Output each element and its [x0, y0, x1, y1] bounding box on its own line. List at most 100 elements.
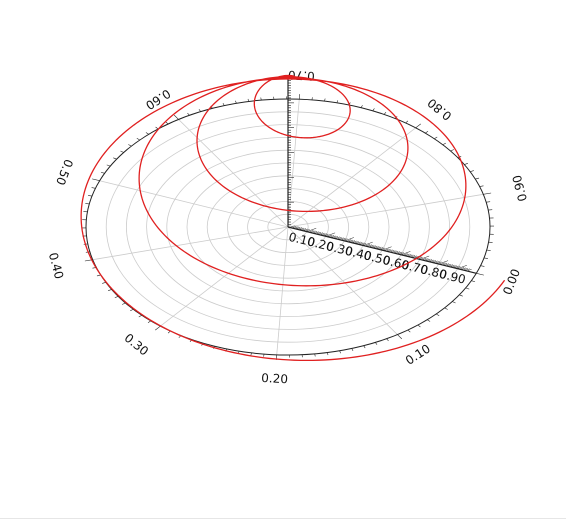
radial-tick — [400, 251, 411, 256]
radial-tick — [442, 263, 448, 266]
radial-tick — [314, 231, 320, 234]
radial-tick-label: 0.20 — [306, 234, 335, 254]
angular-tick-label: 0.40 — [46, 251, 66, 280]
angular-minor-tick — [260, 97, 262, 101]
angular-minor-tick — [324, 98, 326, 102]
radial-tick — [466, 269, 472, 272]
radial-tick — [451, 265, 457, 268]
angular-minor-tick — [434, 136, 438, 139]
radial-tick — [399, 252, 404, 255]
radial-tick — [417, 257, 423, 260]
radial-tick — [325, 232, 336, 237]
radial-tick — [459, 267, 465, 270]
radial-tick — [395, 251, 401, 254]
grid-spoke — [287, 226, 398, 335]
radial-tick — [344, 237, 354, 242]
radial-tick — [412, 255, 418, 258]
radial-tick — [461, 267, 467, 270]
radial-tick — [387, 249, 393, 252]
radial-tick — [331, 235, 337, 238]
radial-tick — [434, 261, 440, 264]
radial-tick — [348, 239, 354, 243]
radial-tick — [355, 241, 361, 244]
radial-tick — [380, 247, 386, 250]
angular-major-tick — [155, 325, 161, 331]
angular-minor-tick — [459, 294, 463, 297]
radial-tick — [295, 226, 301, 230]
grid-spoke — [287, 99, 300, 228]
vertical-axis — [287, 77, 294, 227]
angular-minor-tick — [138, 315, 142, 318]
radial-tick — [361, 243, 367, 246]
angular-minor-tick — [417, 324, 421, 328]
angular-minor-tick — [450, 149, 454, 152]
radial-tick — [357, 242, 363, 245]
radial-tick-label: 0.10 — [287, 230, 316, 250]
angular-minor-tick — [425, 130, 429, 134]
angular-minor-tick — [442, 142, 446, 145]
angular-tick-label: 0.20 — [261, 371, 288, 386]
bottom-divider — [0, 518, 566, 519]
angular-major-tick — [397, 334, 403, 340]
radial-tick — [340, 238, 346, 241]
angular-minor-tick — [383, 111, 387, 115]
radial-tick — [402, 253, 408, 256]
radial-tick — [321, 233, 327, 236]
angular-minor-tick — [465, 287, 470, 290]
radial-tick — [353, 241, 359, 244]
radial-tick — [427, 259, 433, 262]
angular-minor-tick — [339, 350, 341, 354]
angular-tick-label: 0.90 — [510, 174, 530, 203]
grid-spoke — [99, 180, 289, 228]
angular-minor-tick — [427, 319, 431, 322]
radial-tick — [376, 246, 382, 249]
angular-minor-tick — [147, 320, 151, 324]
angular-minor-tick — [479, 185, 484, 187]
angular-minor-tick — [128, 144, 132, 147]
angular-minor-tick — [235, 100, 237, 104]
radial-tick — [391, 250, 397, 253]
grid-spoke — [287, 127, 416, 228]
angular-minor-tick — [108, 289, 112, 291]
angular-minor-tick — [113, 157, 117, 160]
angular-minor-tick — [372, 108, 375, 111]
grid-spoke — [287, 193, 484, 228]
angular-tick-label: 0.50 — [53, 157, 76, 187]
radial-tick — [351, 240, 357, 243]
angular-tick-label: 0.30 — [122, 331, 152, 359]
radial-tick-label: 0.90 — [438, 267, 467, 287]
radial-tick — [308, 230, 314, 233]
radial-tick — [306, 227, 317, 232]
radial-tick — [310, 230, 316, 233]
angular-minor-tick — [407, 329, 411, 333]
radial-tick — [312, 231, 318, 234]
radial-tick-label: 0.50 — [362, 248, 391, 268]
radial-tick — [293, 226, 299, 229]
angular-minor-tick — [363, 345, 366, 349]
angular-major-tick — [92, 178, 100, 182]
radial-tick — [406, 254, 412, 257]
angular-minor-tick — [326, 352, 329, 356]
angular-minor-tick — [187, 112, 190, 116]
radial-tick — [408, 254, 414, 257]
angular-major-tick — [483, 192, 492, 195]
angular-minor-tick — [471, 280, 476, 283]
angular-minor-tick — [470, 170, 474, 172]
radial-tick — [421, 257, 427, 261]
angular-minor-tick — [360, 105, 363, 108]
radial-tick — [410, 255, 416, 258]
angular-minor-tick — [436, 313, 440, 316]
radial-tick — [334, 236, 340, 239]
radial-tick — [431, 260, 436, 263]
radial-tick — [329, 235, 335, 238]
radial-tick — [455, 266, 461, 269]
radial-tick — [350, 240, 355, 243]
radial-tick — [342, 238, 348, 241]
angular-minor-tick — [102, 282, 106, 284]
radial-tick — [425, 258, 431, 262]
angular-minor-tick — [486, 201, 491, 203]
angular-minor-tick — [122, 302, 126, 305]
radial-tick-label: 0.70 — [400, 258, 429, 278]
